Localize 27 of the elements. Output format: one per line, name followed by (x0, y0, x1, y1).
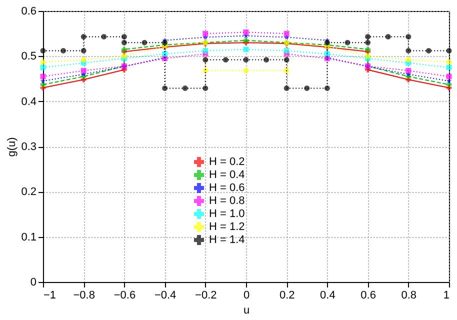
x-tick-label: 0.4 (320, 290, 336, 302)
x-tick-label: −0.8 (73, 290, 95, 302)
legend-label: H = 1.2 (209, 221, 245, 233)
legend-label: H = 0.4 (209, 169, 245, 181)
y-tick-label: 0 (30, 276, 36, 288)
x-tick-label: 0.2 (279, 290, 295, 302)
legend-label: H = 0.2 (209, 156, 245, 168)
legend-label: H = 1.4 (209, 234, 245, 246)
y-tick-label: 0.4 (21, 96, 36, 108)
y-tick-label: 0.2 (21, 186, 36, 198)
legend-label: H = 0.6 (209, 182, 245, 194)
x-tick-label: 0.6 (360, 290, 376, 302)
legend-label: H = 0.8 (209, 195, 245, 207)
y-tick-label: 0.5 (21, 50, 36, 63)
y-axis-title: g(u) (6, 137, 18, 157)
y-tick-label: 0.1 (21, 231, 36, 244)
y-tick-label: 0.6 (21, 6, 36, 18)
x-tick-label: −0.6 (114, 290, 136, 302)
x-tick-label: −0.2 (195, 290, 217, 302)
legend-label: H = 1.0 (209, 208, 245, 220)
x-tick-label: 0.8 (401, 290, 417, 302)
y-tick-label: 0.3 (21, 141, 36, 153)
x-axis-title: u (243, 304, 250, 316)
x-tick-label: −0.4 (154, 290, 176, 302)
x-tick-label: 1 (443, 290, 450, 302)
x-tick-label: 0 (243, 290, 250, 302)
x-tick-label: −1 (44, 290, 56, 302)
